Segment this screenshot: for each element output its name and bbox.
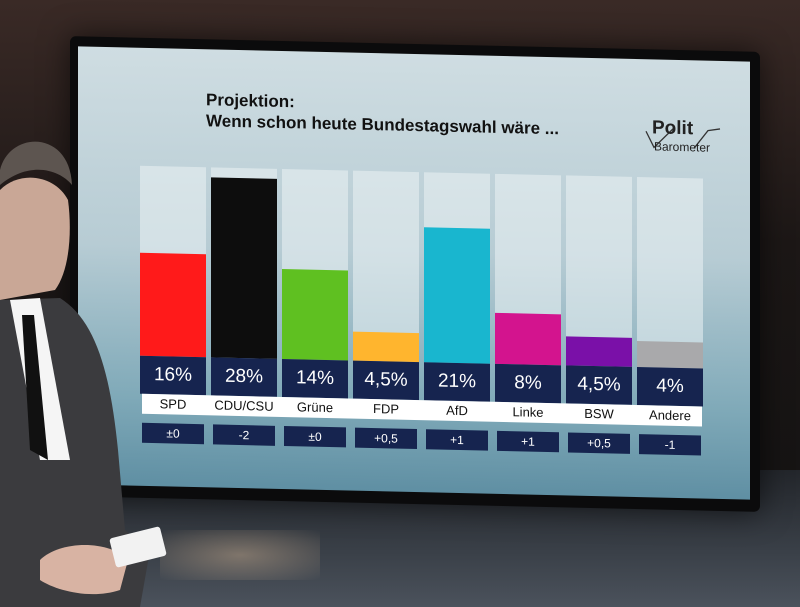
value-label: 14% [282,358,348,399]
value-label: 4,5% [566,365,632,405]
bar-linke [495,312,561,366]
party-label: AfD [446,402,468,419]
logo-text-top: Polit [652,117,694,140]
chart-title: Projektion: Wenn schon heute Bundestagsw… [206,89,559,139]
change-label: +1 [426,429,488,451]
bar-background [637,177,703,369]
change-label: -1 [639,434,701,456]
value-label: 4,5% [353,360,419,401]
bar-fdp [353,331,419,363]
change-label: +0,5 [355,427,417,450]
change-label: +0,5 [568,432,630,454]
value-label: 8% [495,363,561,404]
party-label: Andere [649,407,691,424]
value-label: 4% [637,367,703,407]
bar-cducsu [211,177,277,359]
change-label: +1 [497,430,559,453]
politbarometer-logo: Polit Barometer [644,117,724,159]
tv-screen: Projektion: Wenn schon heute Bundestagsw… [70,36,760,512]
bar-afd [424,227,490,364]
party-label: CDU/CSU [214,397,274,414]
party-label: Linke [512,404,544,420]
party-label: Grüne [296,399,334,416]
party-label: BSW [584,405,614,422]
value-label: 28% [211,357,277,397]
presenter-figure [0,141,150,607]
bar-bsw [566,336,632,367]
bar-andere [637,341,703,369]
chart-panel: Projektion: Wenn schon heute Bundestagsw… [78,46,750,500]
party-label: FDP [373,401,399,417]
logo-text-bottom: Barometer [654,139,711,155]
value-label: 21% [424,362,490,402]
check-mark-icon [645,127,721,149]
change-label: -2 [213,424,275,446]
change-label: ±0 [284,426,346,448]
bar-grüne [282,268,348,361]
